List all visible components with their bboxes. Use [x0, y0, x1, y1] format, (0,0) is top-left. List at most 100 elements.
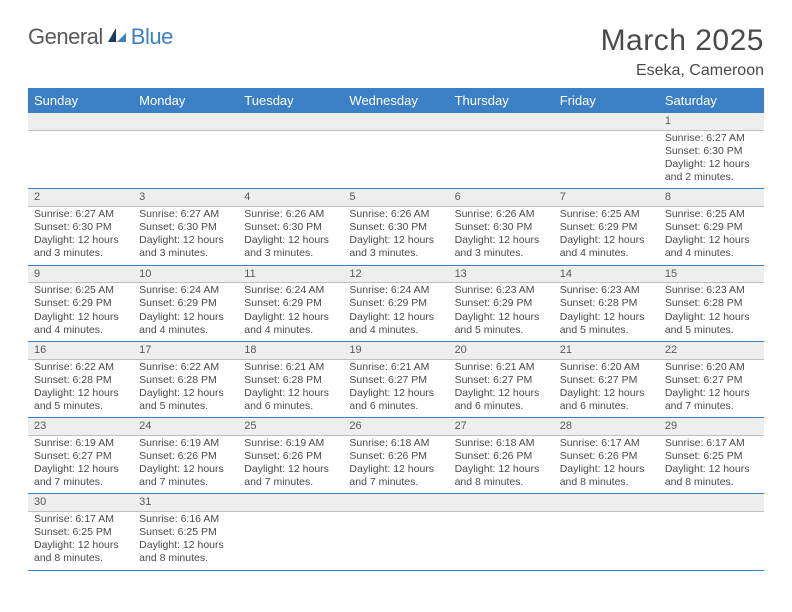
day-number-cell — [343, 494, 448, 512]
day-number-cell: 8 — [659, 189, 764, 207]
daylight-line: Daylight: 12 hours and 3 minutes. — [349, 234, 442, 260]
day-number-cell: 10 — [133, 265, 238, 283]
sunrise-line: Sunrise: 6:25 AM — [560, 208, 653, 221]
daylight-line: Daylight: 12 hours and 6 minutes. — [349, 387, 442, 413]
sunrise-line: Sunrise: 6:27 AM — [34, 208, 127, 221]
day-content-row: Sunrise: 6:25 AMSunset: 6:29 PMDaylight:… — [28, 283, 764, 342]
sunset-line: Sunset: 6:26 PM — [139, 450, 232, 463]
calendar-table: Sunday Monday Tuesday Wednesday Thursday… — [28, 88, 764, 571]
day-number-cell: 1 — [659, 113, 764, 130]
sunrise-line: Sunrise: 6:16 AM — [139, 513, 232, 526]
day-content-row: Sunrise: 6:27 AMSunset: 6:30 PMDaylight:… — [28, 130, 764, 189]
page-header: General Blue March 2025 Eseka, Cameroon — [28, 24, 764, 80]
sunset-line: Sunset: 6:29 PM — [34, 297, 127, 310]
sunrise-line: Sunrise: 6:20 AM — [560, 361, 653, 374]
sunrise-line: Sunrise: 6:25 AM — [34, 284, 127, 297]
day-number-cell: 21 — [554, 341, 659, 359]
day-number-cell: 18 — [238, 341, 343, 359]
day-content-cell: Sunrise: 6:16 AMSunset: 6:25 PMDaylight:… — [133, 512, 238, 571]
daylight-line: Daylight: 12 hours and 5 minutes. — [34, 387, 127, 413]
daylight-line: Daylight: 12 hours and 3 minutes. — [244, 234, 337, 260]
day-number-cell: 14 — [554, 265, 659, 283]
day-number-cell: 11 — [238, 265, 343, 283]
daylight-line: Daylight: 12 hours and 4 minutes. — [34, 311, 127, 337]
day-content-cell: Sunrise: 6:25 AMSunset: 6:29 PMDaylight:… — [28, 283, 133, 342]
sunset-line: Sunset: 6:25 PM — [665, 450, 758, 463]
day-number-cell — [238, 494, 343, 512]
day-content-cell: Sunrise: 6:24 AMSunset: 6:29 PMDaylight:… — [133, 283, 238, 342]
sunset-line: Sunset: 6:26 PM — [349, 450, 442, 463]
day-number-cell — [343, 113, 448, 130]
sunrise-line: Sunrise: 6:25 AM — [665, 208, 758, 221]
day-content-cell — [449, 130, 554, 189]
day-content-cell: Sunrise: 6:26 AMSunset: 6:30 PMDaylight:… — [238, 207, 343, 266]
day-content-cell: Sunrise: 6:17 AMSunset: 6:26 PMDaylight:… — [554, 435, 659, 494]
sunrise-line: Sunrise: 6:20 AM — [665, 361, 758, 374]
title-block: March 2025 Eseka, Cameroon — [601, 24, 764, 80]
sunrise-line: Sunrise: 6:18 AM — [349, 437, 442, 450]
sunset-line: Sunset: 6:27 PM — [560, 374, 653, 387]
day-content-cell: Sunrise: 6:22 AMSunset: 6:28 PMDaylight:… — [133, 359, 238, 418]
sunset-line: Sunset: 6:29 PM — [139, 297, 232, 310]
sunset-line: Sunset: 6:30 PM — [665, 145, 758, 158]
day-content-cell: Sunrise: 6:24 AMSunset: 6:29 PMDaylight:… — [343, 283, 448, 342]
day-number-cell: 13 — [449, 265, 554, 283]
day-number-row: 3031 — [28, 494, 764, 512]
sunrise-line: Sunrise: 6:21 AM — [455, 361, 548, 374]
sunset-line: Sunset: 6:29 PM — [244, 297, 337, 310]
sunset-line: Sunset: 6:26 PM — [244, 450, 337, 463]
day-content-cell: Sunrise: 6:24 AMSunset: 6:29 PMDaylight:… — [238, 283, 343, 342]
day-header: Friday — [554, 88, 659, 113]
day-header: Monday — [133, 88, 238, 113]
day-header: Tuesday — [238, 88, 343, 113]
sunrise-line: Sunrise: 6:17 AM — [560, 437, 653, 450]
daylight-line: Daylight: 12 hours and 3 minutes. — [34, 234, 127, 260]
sunrise-line: Sunrise: 6:24 AM — [244, 284, 337, 297]
day-content-cell: Sunrise: 6:19 AMSunset: 6:26 PMDaylight:… — [238, 435, 343, 494]
daylight-line: Daylight: 12 hours and 5 minutes. — [665, 311, 758, 337]
logo-sail-icon — [106, 24, 128, 50]
day-content-row: Sunrise: 6:17 AMSunset: 6:25 PMDaylight:… — [28, 512, 764, 571]
sunset-line: Sunset: 6:26 PM — [560, 450, 653, 463]
day-content-row: Sunrise: 6:22 AMSunset: 6:28 PMDaylight:… — [28, 359, 764, 418]
day-number-cell: 27 — [449, 418, 554, 436]
daylight-line: Daylight: 12 hours and 6 minutes. — [244, 387, 337, 413]
logo-text-blue: Blue — [131, 24, 173, 50]
day-header: Sunday — [28, 88, 133, 113]
sunset-line: Sunset: 6:30 PM — [244, 221, 337, 234]
day-content-cell — [238, 512, 343, 571]
day-number-cell: 17 — [133, 341, 238, 359]
sunrise-line: Sunrise: 6:26 AM — [455, 208, 548, 221]
day-content-cell: Sunrise: 6:26 AMSunset: 6:30 PMDaylight:… — [343, 207, 448, 266]
sunrise-line: Sunrise: 6:23 AM — [560, 284, 653, 297]
day-number-cell: 25 — [238, 418, 343, 436]
month-year-title: March 2025 — [601, 24, 764, 58]
day-content-cell: Sunrise: 6:26 AMSunset: 6:30 PMDaylight:… — [449, 207, 554, 266]
sunset-line: Sunset: 6:29 PM — [560, 221, 653, 234]
sunset-line: Sunset: 6:30 PM — [349, 221, 442, 234]
sunrise-line: Sunrise: 6:18 AM — [455, 437, 548, 450]
day-number-cell: 2 — [28, 189, 133, 207]
sunrise-line: Sunrise: 6:17 AM — [34, 513, 127, 526]
sunrise-line: Sunrise: 6:27 AM — [139, 208, 232, 221]
day-header: Thursday — [449, 88, 554, 113]
day-content-cell: Sunrise: 6:17 AMSunset: 6:25 PMDaylight:… — [659, 435, 764, 494]
day-number-cell — [238, 113, 343, 130]
day-content-cell: Sunrise: 6:21 AMSunset: 6:27 PMDaylight:… — [449, 359, 554, 418]
daylight-line: Daylight: 12 hours and 8 minutes. — [34, 539, 127, 565]
daylight-line: Daylight: 12 hours and 8 minutes. — [560, 463, 653, 489]
day-number-cell: 9 — [28, 265, 133, 283]
sunrise-line: Sunrise: 6:22 AM — [34, 361, 127, 374]
day-content-cell: Sunrise: 6:21 AMSunset: 6:27 PMDaylight:… — [343, 359, 448, 418]
daylight-line: Daylight: 12 hours and 7 minutes. — [349, 463, 442, 489]
day-content-cell: Sunrise: 6:21 AMSunset: 6:28 PMDaylight:… — [238, 359, 343, 418]
sunset-line: Sunset: 6:27 PM — [455, 374, 548, 387]
day-number-cell — [28, 113, 133, 130]
day-number-cell: 15 — [659, 265, 764, 283]
day-content-cell: Sunrise: 6:19 AMSunset: 6:26 PMDaylight:… — [133, 435, 238, 494]
daylight-line: Daylight: 12 hours and 5 minutes. — [139, 387, 232, 413]
day-content-cell: Sunrise: 6:18 AMSunset: 6:26 PMDaylight:… — [343, 435, 448, 494]
sunset-line: Sunset: 6:27 PM — [34, 450, 127, 463]
day-content-cell: Sunrise: 6:25 AMSunset: 6:29 PMDaylight:… — [659, 207, 764, 266]
sunrise-line: Sunrise: 6:27 AM — [665, 132, 758, 145]
